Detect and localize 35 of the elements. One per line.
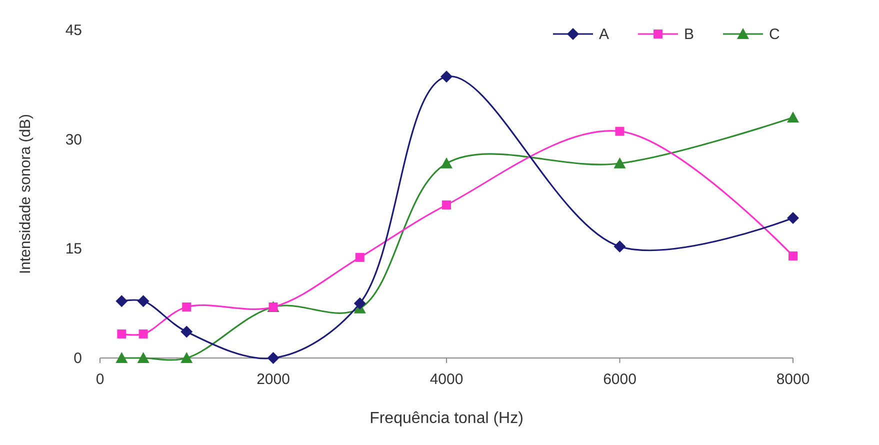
point: [787, 111, 799, 122]
point: [615, 126, 624, 136]
point: [182, 302, 192, 312]
y-axis-title: Intensidade sonora (dB): [17, 114, 34, 274]
x-tick-label: 2000: [256, 371, 290, 388]
y-tick-label: 45: [65, 22, 82, 39]
point: [180, 352, 193, 363]
point: [440, 70, 452, 83]
point: [788, 251, 798, 260]
legend-label: A: [599, 26, 610, 43]
x-tick-label: 4000: [430, 371, 464, 388]
point: [440, 157, 452, 168]
x-tick-label: 6000: [603, 371, 636, 388]
x-tick-label: 0: [96, 371, 104, 388]
point: [137, 295, 150, 308]
point: [787, 212, 799, 224]
point: [116, 295, 128, 308]
legend-label: B: [684, 26, 694, 43]
point: [267, 352, 280, 364]
point: [180, 326, 193, 338]
point: [354, 297, 366, 310]
legend-label: C: [769, 26, 780, 43]
y-tick-label: 15: [65, 240, 82, 258]
x-axis-title: Frequência tonal (Hz): [370, 410, 524, 427]
point: [116, 352, 128, 363]
point: [355, 252, 364, 262]
point: [614, 240, 626, 252]
point: [117, 329, 126, 338]
y-tick-label: 30: [65, 131, 82, 148]
point: [138, 329, 148, 338]
point: [137, 352, 150, 363]
point: [442, 200, 451, 210]
x-tick-label: 8000: [776, 371, 810, 388]
y-tick-label: 0: [74, 350, 82, 367]
point: [614, 157, 626, 168]
